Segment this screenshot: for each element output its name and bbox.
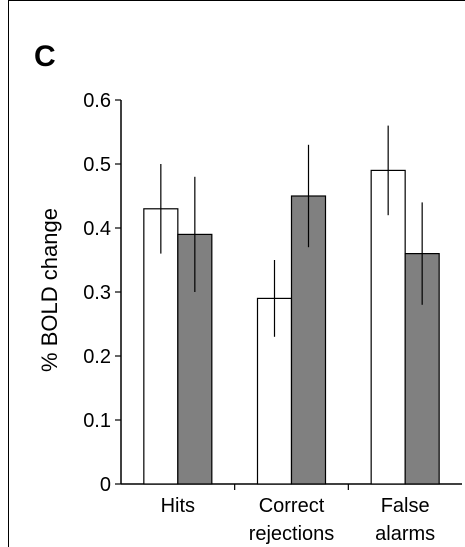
x-tick-label: Hits bbox=[161, 495, 195, 517]
y-axis-label: % BOLD change bbox=[37, 208, 62, 372]
error-bars bbox=[160, 125, 423, 337]
y-tick-label: 0.6 bbox=[83, 90, 111, 112]
panel-label: C bbox=[34, 40, 56, 73]
bar bbox=[370, 169, 406, 485]
y-tick-label: 0.1 bbox=[83, 410, 111, 432]
x-tick-labels: Hits Correct rejections False alarms bbox=[161, 495, 436, 545]
x-tick-label: False bbox=[381, 495, 430, 517]
y-tick-label: 0.4 bbox=[83, 218, 111, 240]
y-tick-label: 0.5 bbox=[83, 154, 111, 176]
bars bbox=[143, 169, 440, 485]
bar bbox=[143, 208, 179, 485]
y-tick-label: 0.3 bbox=[83, 282, 111, 304]
left-border bbox=[8, 0, 9, 547]
y-tick-labels: 0 0.1 0.2 0.3 0.4 0.5 0.6 bbox=[83, 90, 111, 496]
y-tick-label: 0 bbox=[100, 474, 111, 496]
top-border bbox=[8, 0, 465, 1]
x-tick-label: rejections bbox=[249, 523, 335, 545]
x-tick-label: Correct bbox=[259, 495, 325, 517]
y-tick-label: 0.2 bbox=[83, 346, 111, 368]
x-tick-label: alarms bbox=[375, 523, 435, 545]
